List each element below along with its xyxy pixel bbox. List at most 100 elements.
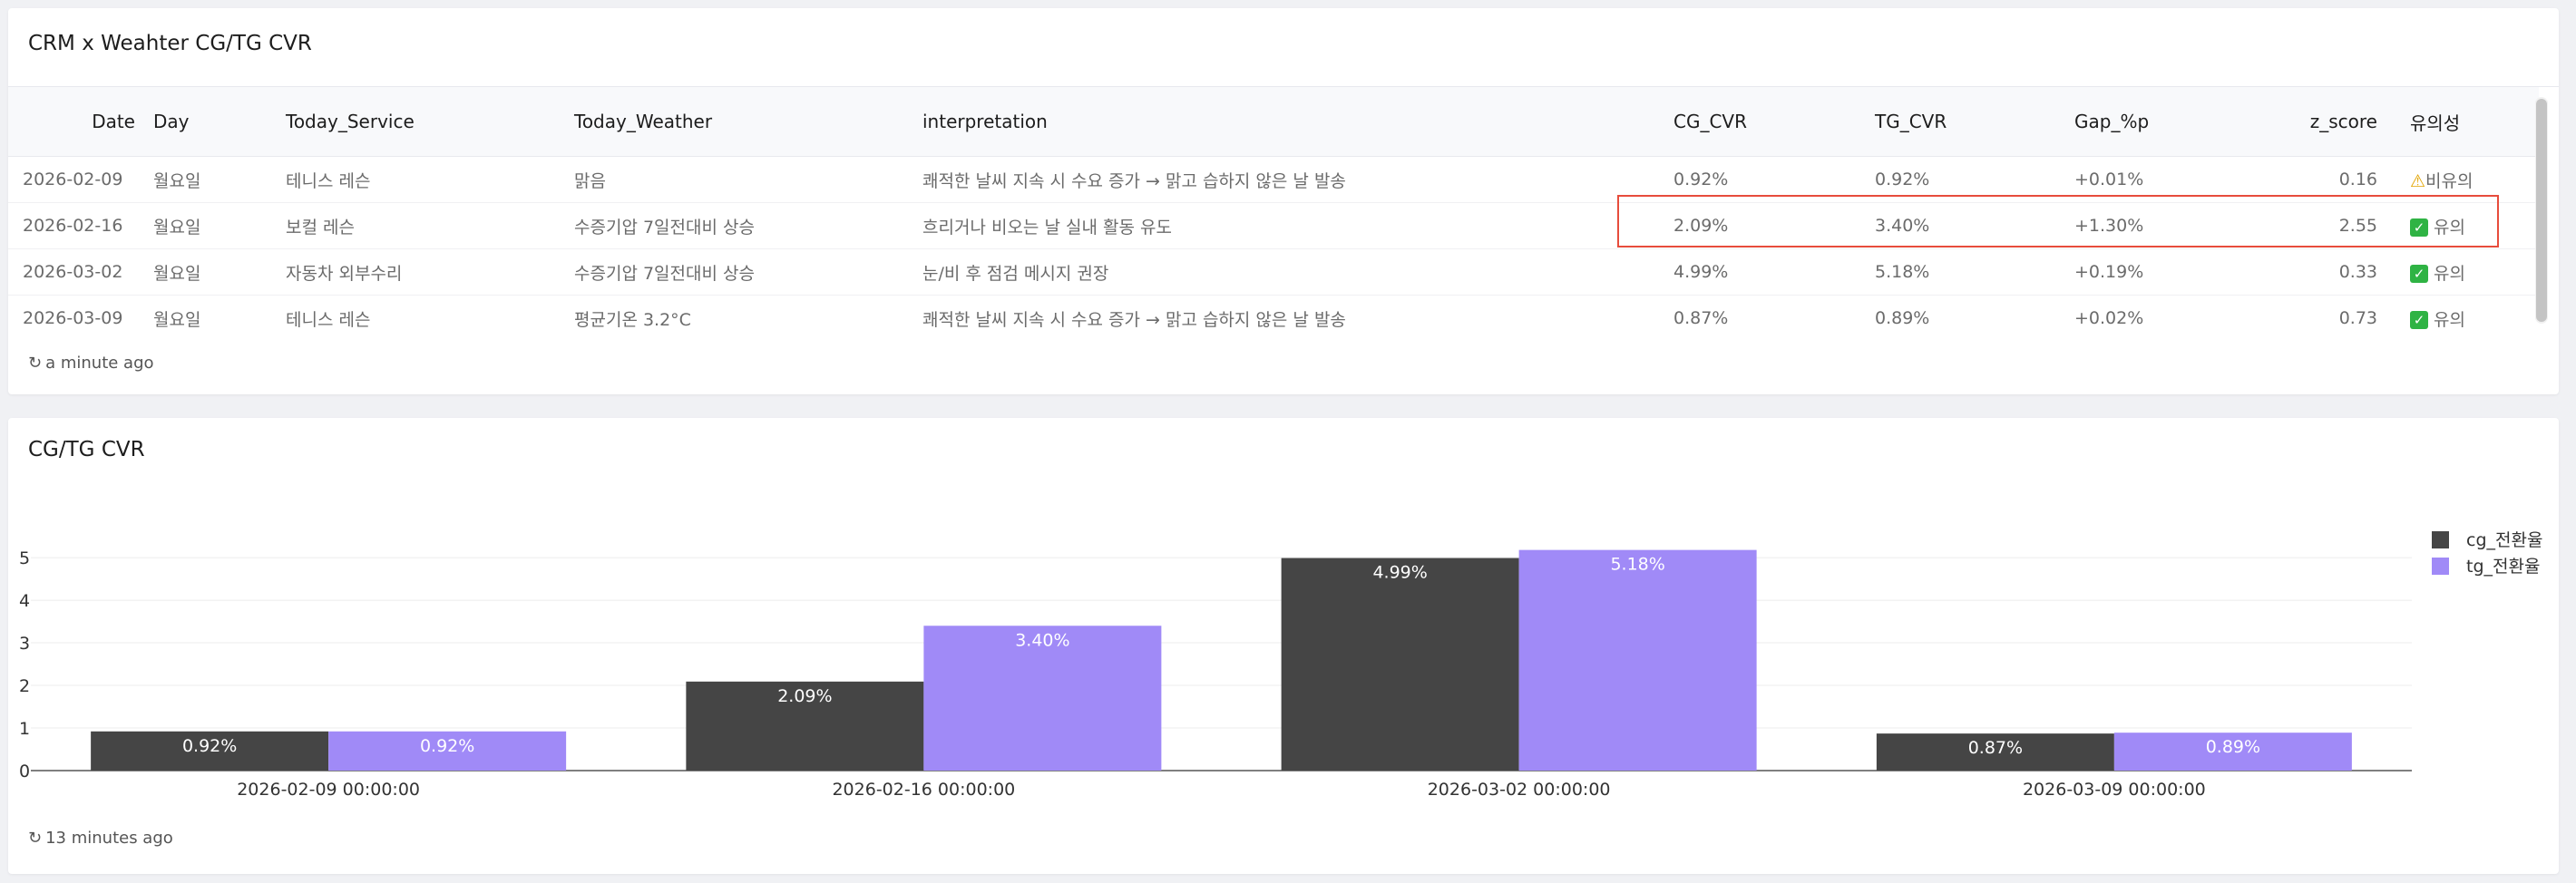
y-tick-label: 2	[19, 676, 30, 696]
bar-tg[interactable]	[1518, 549, 1757, 771]
column-header-significance[interactable]: 유의성	[2410, 87, 2539, 157]
bar-data-label: 3.40%	[1015, 630, 1069, 650]
cell-gap: +0.19%	[2074, 248, 2274, 296]
bar-cg[interactable]	[91, 731, 329, 771]
cell-day: 월요일	[153, 156, 286, 203]
cell-cg-cvr: 4.99%	[1673, 248, 1875, 296]
column-header-interpretation[interactable]: interpretation	[922, 87, 1673, 157]
bar-cg[interactable]	[1281, 558, 1519, 771]
data-table: Date Day Today_Service Today_Weather int…	[8, 87, 2539, 332]
cell-date: 2026-03-02	[8, 248, 153, 296]
cell-tg-cvr: 3.40%	[1875, 202, 2074, 249]
cell-z-score: 0.33	[2274, 248, 2410, 296]
cell-tg-cvr: 5.18%	[1875, 248, 2074, 296]
bar-data-label: 5.18%	[1610, 555, 1664, 575]
refresh-icon: ↻	[28, 829, 43, 848]
cell-interpretation: 쾌적한 날씨 지속 시 수요 증가 → 맑고 습하지 않은 날 발송	[922, 156, 1673, 203]
y-tick-label: 0	[19, 762, 30, 781]
table-row: 2026-02-09 월요일 테니스 레슨 맑음 쾌적한 날씨 지속 시 수요 …	[8, 156, 2539, 203]
column-header-weather[interactable]: Today_Weather	[574, 87, 922, 157]
table-panel-title: CRM x Weahter CG/TG CVR	[28, 32, 312, 55]
bar-tg[interactable]	[2113, 733, 2352, 771]
x-tick-label: 2026-02-16 00:00:00	[832, 780, 1015, 800]
x-tick-label: 2026-03-09 00:00:00	[2023, 780, 2206, 800]
warning-icon: ⚠	[2410, 170, 2426, 191]
cell-weather: 수증기압 7일전대비 상승	[574, 202, 922, 249]
column-header-service[interactable]: Today_Service	[286, 87, 574, 157]
legend-label[interactable]: tg_전환율	[2466, 557, 2540, 577]
cell-interpretation: 흐리거나 비오는 날 실내 활동 유도	[922, 202, 1673, 249]
cell-day: 월요일	[153, 202, 286, 249]
table-refresh-label: a minute ago	[45, 354, 154, 373]
table-scrollbar-thumb[interactable]	[2536, 99, 2547, 322]
bar-tg[interactable]	[328, 731, 567, 771]
y-tick-label: 3	[19, 634, 30, 654]
cell-service: 자동차 외부수리	[286, 248, 574, 296]
check-icon: ✓	[2410, 265, 2428, 283]
cell-significance: ✓ 유의	[2410, 248, 2539, 296]
cell-significance: ✓ 유의	[2410, 295, 2539, 332]
column-header-day[interactable]: Day	[153, 87, 286, 157]
x-tick-label: 2026-03-02 00:00:00	[1428, 780, 1611, 800]
cell-z-score: 2.55	[2274, 202, 2410, 249]
cell-significance: ⚠비유의	[2410, 156, 2539, 203]
bar-chart: 0 1 2 3 4 5 0.92% 0.92% 2026-02-09 00:00:00 2.09%…	[19, 530, 2543, 800]
significance-label: 유의	[2434, 217, 2465, 238]
column-header-gap[interactable]: Gap_%p	[2074, 87, 2274, 157]
bar-cg[interactable]	[1876, 733, 2114, 771]
cell-day: 월요일	[153, 295, 286, 332]
cell-date: 2026-02-09	[8, 156, 153, 203]
data-table-container: Date Day Today_Service Today_Weather int…	[8, 86, 2559, 332]
cell-interpretation: 눈/비 후 점검 메시지 권장	[922, 248, 1673, 296]
bar-data-label: 0.87%	[1968, 738, 2023, 758]
legend-label[interactable]: cg_전환율	[2466, 530, 2542, 550]
legend-swatch	[2432, 558, 2449, 575]
y-tick-label: 1	[19, 719, 30, 739]
table-refresh-status[interactable]: ↻ a minute ago	[28, 354, 154, 373]
chart-panel: CG/TG CVR 0 1 2 3 4 5 0.92% 0.92% 2026-02-09 00:…	[8, 418, 2559, 874]
cell-date: 2026-03-09	[8, 295, 153, 332]
column-header-date[interactable]: Date	[8, 87, 153, 157]
y-tick-label: 4	[19, 591, 30, 611]
cell-significance: ✓ 유의	[2410, 202, 2539, 249]
cell-interpretation: 쾌적한 날씨 지속 시 수요 증가 → 맑고 습하지 않은 날 발송	[922, 295, 1673, 332]
significance-label: 비유의	[2425, 170, 2474, 191]
cell-service: 보컬 레슨	[286, 202, 574, 249]
cell-weather: 맑음	[574, 156, 922, 203]
bar-data-label: 0.92%	[420, 736, 474, 756]
column-header-z-score[interactable]: z_score	[2274, 87, 2410, 157]
bar-cg[interactable]	[686, 681, 924, 771]
refresh-icon: ↻	[28, 354, 43, 373]
table-panel: CRM x Weahter CG/TG CVR Date Day Today_S…	[8, 8, 2559, 394]
bar-tg[interactable]	[923, 626, 1162, 771]
chart-refresh-status[interactable]: ↻ 13 minutes ago	[28, 829, 173, 848]
cell-weather: 평균기온 3.2°C	[574, 295, 922, 332]
table-row: 2026-02-16 월요일 보컬 레슨 수증기압 7일전대비 상승 흐리거나 …	[8, 202, 2539, 249]
table-header-row: Date Day Today_Service Today_Weather int…	[8, 87, 2539, 157]
legend-swatch	[2432, 531, 2449, 548]
bar-data-label: 0.92%	[182, 736, 237, 756]
cell-day: 월요일	[153, 248, 286, 296]
cell-cg-cvr: 0.92%	[1673, 156, 1875, 203]
cell-tg-cvr: 0.92%	[1875, 156, 2074, 203]
table-row: 2026-03-02 월요일 자동차 외부수리 수증기압 7일전대비 상승 눈/…	[8, 248, 2539, 296]
cell-gap: +0.01%	[2074, 156, 2274, 203]
cell-cg-cvr: 2.09%	[1673, 202, 1875, 249]
check-icon: ✓	[2410, 311, 2428, 329]
cell-cg-cvr: 0.87%	[1673, 295, 1875, 332]
bar-data-label: 2.09%	[777, 686, 832, 706]
cell-gap: +1.30%	[2074, 202, 2274, 249]
column-header-tg-cvr[interactable]: TG_CVR	[1875, 87, 2074, 157]
cell-tg-cvr: 0.89%	[1875, 295, 2074, 332]
cell-gap: +0.02%	[2074, 295, 2274, 332]
bar-data-label: 4.99%	[1372, 563, 1427, 583]
table-scrollbar[interactable]	[2535, 97, 2548, 324]
column-header-cg-cvr[interactable]: CG_CVR	[1673, 87, 1875, 157]
cell-z-score: 0.73	[2274, 295, 2410, 332]
cell-service: 테니스 레슨	[286, 156, 574, 203]
cell-weather: 수증기압 7일전대비 상승	[574, 248, 922, 296]
significance-label: 유의	[2434, 309, 2465, 330]
cell-date: 2026-02-16	[8, 202, 153, 249]
cell-z-score: 0.16	[2274, 156, 2410, 203]
y-tick-label: 5	[19, 548, 30, 568]
